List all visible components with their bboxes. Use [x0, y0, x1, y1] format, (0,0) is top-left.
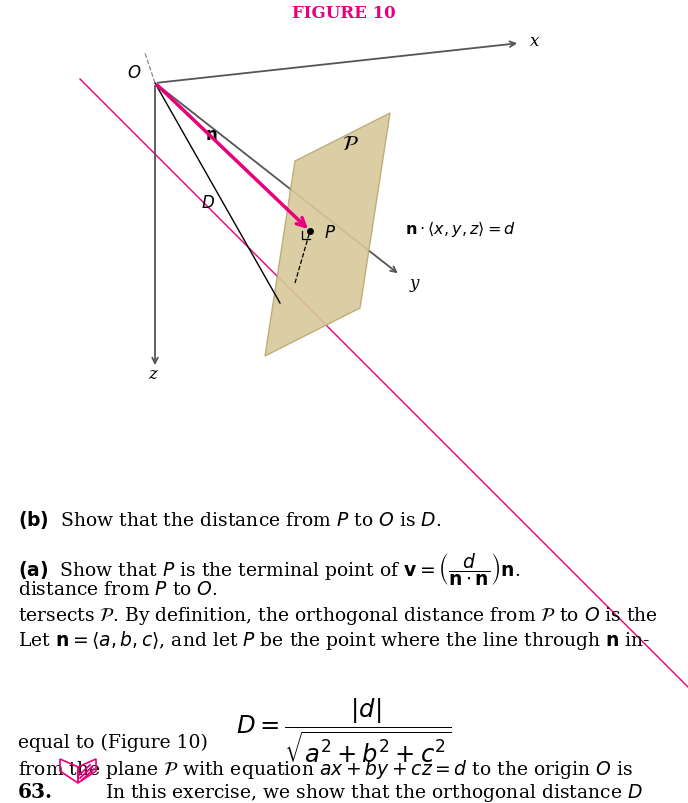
Text: $O$: $O$	[127, 65, 141, 83]
Text: $D$: $D$	[201, 195, 215, 212]
Text: $D = \dfrac{|d|}{\sqrt{a^2 + b^2 + c^2}}$: $D = \dfrac{|d|}{\sqrt{a^2 + b^2 + c^2}}…	[237, 695, 451, 764]
Text: z: z	[149, 365, 158, 382]
Text: Let $\mathbf{n} = \langle a, b, c\rangle$, and let $P$ be the point where the li: Let $\mathbf{n} = \langle a, b, c\rangle…	[18, 628, 651, 651]
Text: x: x	[530, 34, 539, 51]
Text: tersects $\mathcal{P}$. By definition, the orthogonal distance from $\mathcal{P}: tersects $\mathcal{P}$. By definition, t…	[18, 604, 658, 626]
Text: y: y	[410, 275, 420, 292]
Text: distance from $P$ to $O$.: distance from $P$ to $O$.	[18, 581, 218, 598]
Text: $P$: $P$	[324, 225, 336, 243]
Text: $\mathcal{P}$: $\mathcal{P}$	[342, 134, 358, 153]
Text: equal to (Figure 10): equal to (Figure 10)	[18, 733, 208, 752]
Text: 63.: 63.	[18, 781, 53, 801]
Text: In this exercise, we show that the orthogonal distance $D$: In this exercise, we show that the ortho…	[105, 781, 643, 803]
Text: $\mathbf{n}$: $\mathbf{n}$	[205, 128, 217, 145]
Polygon shape	[265, 114, 390, 357]
Text: FIGURE 10: FIGURE 10	[292, 6, 396, 22]
Text: $\mathbf{(b)}$  Show that the distance from $P$ to $O$ is $D$.: $\mathbf{(b)}$ Show that the distance fr…	[18, 508, 442, 530]
Text: from the plane $\mathcal{P}$ with equation $ax + by + cz = d$ to the origin $O$ : from the plane $\mathcal{P}$ with equati…	[18, 757, 633, 780]
Text: $\mathbf{(a)}$  Show that $P$ is the terminal point of $\mathbf{v} = \left(\dfra: $\mathbf{(a)}$ Show that $P$ is the term…	[18, 550, 520, 586]
Text: $\mathbf{n} \cdot \langle x, y, z\rangle = d$: $\mathbf{n} \cdot \langle x, y, z\rangle…	[405, 218, 516, 238]
